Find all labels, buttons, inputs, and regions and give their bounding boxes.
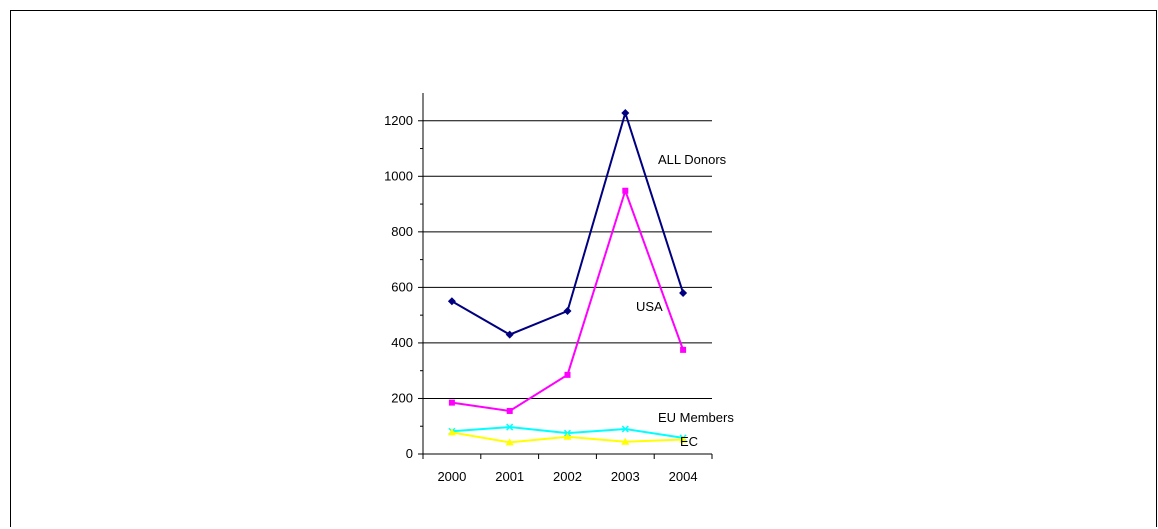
- data-point: [563, 306, 572, 315]
- x-tick-label: 2003: [611, 469, 640, 484]
- data-point: [621, 437, 630, 445]
- y-tick-labels: 0 200 400 600 800 1000 1200: [384, 113, 413, 461]
- data-point: [448, 399, 455, 406]
- y-tick-label: 200: [391, 390, 413, 405]
- series-label: EC: [680, 434, 698, 449]
- series-label: ALL Donors: [658, 152, 727, 167]
- x-tick-label: 2004: [669, 469, 698, 484]
- data-point: [564, 371, 571, 378]
- data-point: [679, 435, 688, 443]
- y-tick-label: 800: [391, 224, 413, 239]
- data-point: [506, 423, 514, 431]
- series-label: USA: [636, 299, 663, 314]
- y-tick-label: 600: [391, 279, 413, 294]
- marker-stroke: [506, 423, 514, 431]
- series-usa: [448, 187, 687, 414]
- series-lines: [447, 108, 688, 446]
- data-point: [621, 425, 629, 433]
- data-point: [680, 346, 687, 353]
- axes: [418, 93, 713, 459]
- marker-stroke: [621, 425, 629, 433]
- chart-frame: 0 200 400 600 800 1000 1200 2000 2001 2002 2003 20…: [10, 10, 1157, 527]
- x-tick-label: 2001: [495, 469, 524, 484]
- data-point: [505, 330, 514, 339]
- data-point: [563, 432, 572, 440]
- data-point: [621, 108, 630, 117]
- series-labels: ALL Donors USA EU Members EC: [636, 152, 734, 449]
- y-tick-label: 1000: [384, 168, 413, 183]
- series-all-donors: [447, 108, 688, 339]
- y-tick-label: 400: [391, 335, 413, 350]
- x-tick-label: 2002: [553, 469, 582, 484]
- data-point: [506, 407, 513, 414]
- y-tick-label: 0: [406, 446, 413, 461]
- data-point: [447, 297, 456, 306]
- gridlines: [423, 120, 712, 399]
- data-point: [622, 187, 629, 194]
- series-label: EU Members: [658, 410, 734, 425]
- x-tick-label: 2000: [437, 469, 466, 484]
- data-point: [447, 428, 456, 436]
- data-point: [505, 438, 514, 446]
- data-point: [679, 288, 688, 297]
- x-tick-labels: 2000 2001 2002 2003 2004: [437, 469, 697, 484]
- y-tick-label: 1200: [384, 113, 413, 128]
- series-ec: [447, 428, 688, 446]
